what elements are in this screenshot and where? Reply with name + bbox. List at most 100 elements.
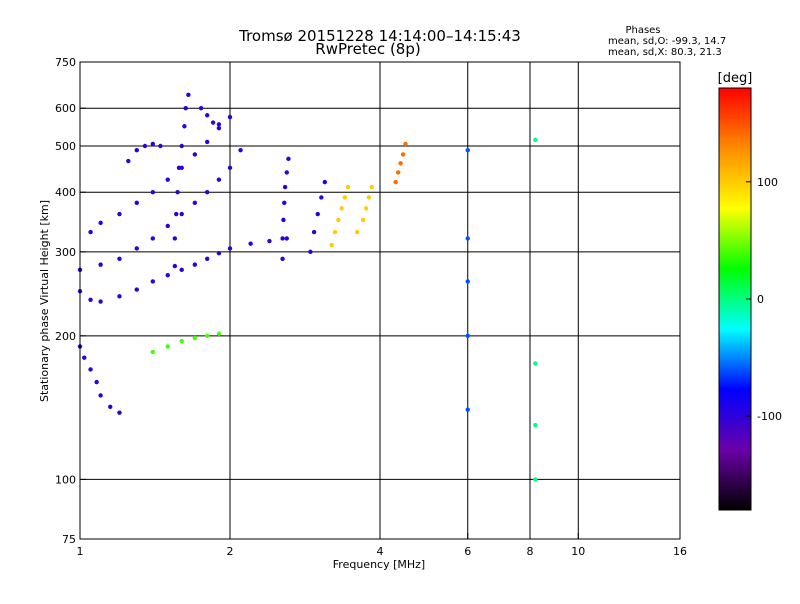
data-point — [192, 335, 198, 341]
data-point — [204, 190, 210, 195]
data-point — [280, 236, 285, 241]
x-tick-label: 2 — [227, 545, 234, 558]
data-point — [198, 106, 204, 111]
data-point — [204, 113, 210, 118]
data-point — [284, 170, 289, 175]
data-point — [165, 344, 170, 349]
data-point — [227, 114, 233, 120]
data-point — [336, 217, 341, 223]
data-point — [117, 211, 122, 217]
x-tick-label: 1 — [77, 545, 84, 558]
x-axis-label: Frequency [MHz] — [333, 558, 425, 571]
data-point — [179, 267, 184, 273]
y-tick-label: 200 — [55, 330, 76, 343]
y-tick-label: 600 — [55, 102, 76, 115]
x-tick-label: 8 — [527, 545, 534, 558]
data-point — [88, 367, 93, 372]
data-point — [175, 190, 180, 195]
data-point — [465, 236, 470, 241]
colorbar-tick-label: 0 — [757, 293, 764, 306]
y-tick-label: 300 — [55, 246, 76, 259]
data-point — [165, 177, 170, 182]
stats-heading: Phases — [625, 25, 660, 36]
data-point — [210, 120, 216, 125]
data-point — [165, 223, 170, 229]
data-point — [339, 206, 344, 211]
data-point — [354, 229, 360, 235]
data-point — [179, 211, 184, 217]
data-point — [227, 165, 233, 171]
y-tick-label: 750 — [55, 56, 76, 69]
data-point — [150, 236, 156, 241]
data-point — [280, 256, 285, 262]
grid-layer — [80, 62, 680, 539]
data-point — [117, 294, 122, 299]
data-point — [282, 200, 287, 206]
data-point — [533, 361, 538, 366]
data-point — [134, 287, 139, 292]
y-axis-label: Stationary phase Virtual Height [km] — [38, 200, 51, 402]
data-point — [98, 220, 103, 226]
data-point — [126, 158, 131, 164]
data-point — [363, 206, 369, 211]
data-point — [398, 161, 403, 166]
y-tick-label: 75 — [62, 533, 76, 546]
colorbar-label: [deg] — [718, 71, 753, 86]
data-point — [238, 147, 243, 153]
data-point — [182, 124, 187, 129]
data-point — [216, 125, 222, 131]
data-point — [227, 246, 233, 251]
data-point — [82, 355, 87, 360]
data-point — [179, 143, 184, 149]
data-point — [172, 236, 178, 241]
data-point — [174, 211, 179, 217]
data-point — [216, 122, 222, 127]
data-point — [216, 331, 222, 336]
data-point — [88, 297, 93, 302]
stats-line-o: mean, sd,O: -99.3, 14.7 — [608, 36, 726, 47]
data-point — [165, 272, 170, 278]
data-point — [192, 152, 198, 157]
data-point — [204, 256, 210, 262]
data-point — [284, 236, 289, 241]
data-point — [465, 407, 470, 412]
data-point — [286, 156, 291, 162]
data-point — [186, 92, 191, 98]
data-point — [183, 106, 188, 111]
data-point — [315, 211, 320, 217]
data-layer — [77, 92, 538, 482]
data-point — [204, 139, 210, 145]
data-point — [134, 147, 139, 153]
data-point — [158, 143, 163, 149]
data-point — [282, 184, 288, 190]
data-point — [322, 179, 328, 185]
data-point — [98, 393, 103, 398]
data-point — [117, 256, 122, 262]
data-point — [216, 251, 222, 256]
data-point — [134, 246, 139, 251]
data-point — [403, 141, 408, 147]
data-point — [150, 349, 156, 355]
y-tick-label: 100 — [55, 473, 76, 486]
data-point — [393, 179, 398, 185]
y-tick-label: 400 — [55, 186, 76, 199]
y-tick-label: 500 — [55, 140, 76, 153]
data-point — [192, 200, 198, 206]
data-point — [319, 195, 324, 200]
x-tick-label: 10 — [571, 545, 585, 558]
data-point — [533, 137, 538, 143]
x-tick-label: 16 — [673, 545, 687, 558]
data-point — [108, 404, 113, 409]
data-point — [329, 242, 334, 248]
data-point — [94, 379, 99, 385]
data-point — [366, 195, 372, 200]
data-point — [117, 410, 122, 415]
data-point — [533, 477, 538, 482]
colorbar-tick-label: 100 — [757, 176, 778, 189]
data-point — [400, 152, 406, 157]
data-point — [142, 143, 148, 149]
chart-subtitle: RwPretec (8p) — [315, 40, 420, 58]
chart-title: Tromsø 20151228 14:14:00–14:15:43 — [238, 27, 521, 45]
x-tick-label: 4 — [377, 545, 384, 558]
data-point — [150, 279, 156, 284]
